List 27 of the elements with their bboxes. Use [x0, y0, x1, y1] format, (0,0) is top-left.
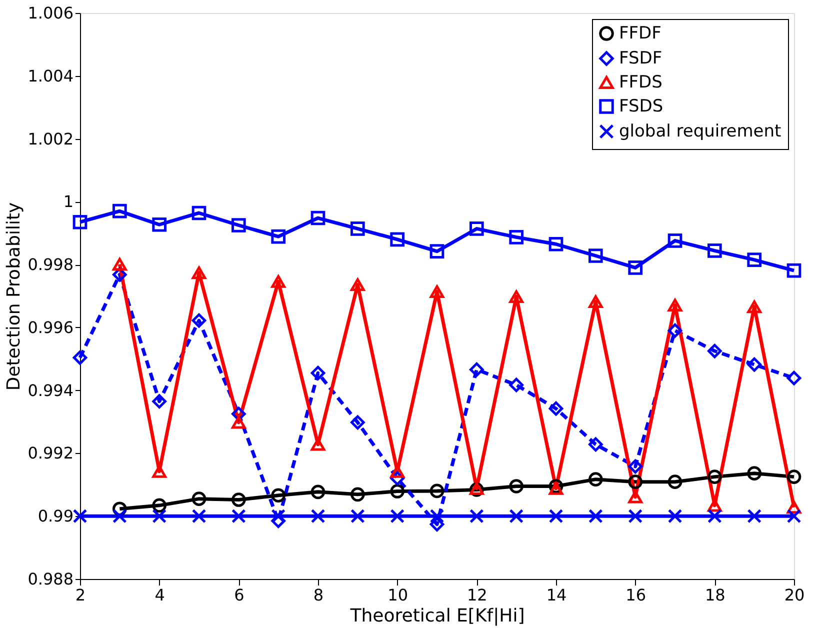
- x-tick-label: 2: [75, 586, 86, 604]
- legend-label: FSDF: [619, 48, 662, 68]
- x-tick-label: 18: [704, 586, 726, 604]
- y-tick-label: 0.998: [28, 255, 74, 274]
- y-axis-title: Detection Probability: [4, 202, 25, 391]
- x-tick-label: 14: [546, 586, 567, 604]
- y-tick-label: 1: [63, 192, 74, 212]
- legend-label: FFDF: [619, 24, 662, 44]
- x-tick-label: 12: [466, 586, 488, 604]
- legend-label: FSDS: [619, 96, 664, 116]
- y-tick-label: 0.992: [28, 444, 74, 463]
- y-tick-label: 0.994: [28, 380, 74, 400]
- y-tick-label: 0.99: [38, 506, 74, 526]
- y-tick-label: 0.988: [28, 570, 74, 588]
- legend-label: global requirement: [619, 122, 782, 142]
- y-tick-label: 1.004: [28, 66, 74, 86]
- y-tick-label: 0.996: [28, 318, 74, 337]
- y-tick-label: 1.006: [28, 4, 74, 22]
- legend-label: FFDS: [619, 72, 662, 92]
- x-tick-label: 8: [313, 586, 324, 604]
- x-tick-label: 10: [388, 586, 408, 604]
- y-tick-label: 1.002: [28, 129, 74, 148]
- x-axis-title: Theoretical E[Kf|Hi]: [349, 606, 525, 626]
- x-tick-label: 4: [154, 586, 165, 604]
- x-tick-label: 6: [234, 586, 244, 604]
- x-tick-label: 16: [626, 586, 646, 604]
- x-tick-label: 20: [784, 586, 805, 604]
